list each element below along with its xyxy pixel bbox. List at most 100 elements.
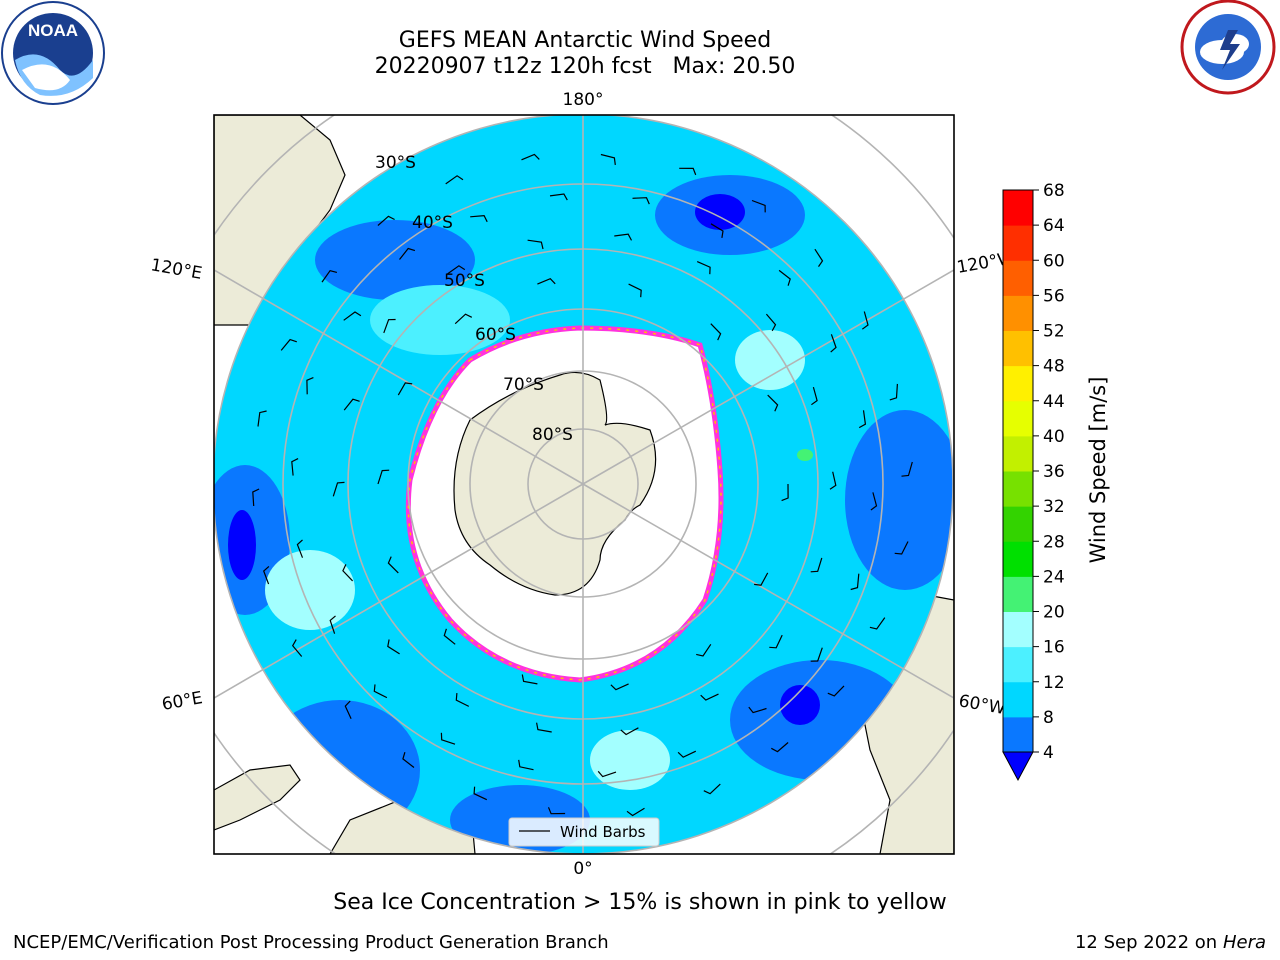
wind-barb (861, 311, 869, 330)
sea-ice-note: Sea Ice Concentration > 15% is shown in … (333, 890, 947, 915)
wind-barb (262, 565, 270, 585)
colorbar-tick-label: 64 (1043, 216, 1065, 236)
wind-barb (614, 233, 633, 241)
wind-barb (306, 377, 314, 395)
wind-barb (343, 398, 360, 411)
wind-barb (827, 685, 845, 697)
wind-band (265, 550, 355, 630)
wind-barb (751, 199, 766, 213)
wind-barb (748, 706, 767, 714)
map-area (214, 115, 954, 854)
wind-barb (537, 277, 556, 285)
wind-barb (889, 383, 898, 401)
colorbar-tick-label: 40 (1043, 427, 1065, 447)
colorbar-tick-label: 12 (1043, 673, 1065, 693)
wind-barb (696, 261, 711, 275)
lat-label-40s: 40°S (412, 213, 453, 233)
lat-label-60s: 60°S (475, 325, 516, 345)
wind-barb (700, 693, 719, 701)
map-frame (213, 114, 955, 855)
wind-barb (332, 481, 345, 497)
wind-max-cell (695, 194, 745, 230)
colorbar-tick-label: 24 (1043, 567, 1065, 587)
wind-barb (518, 759, 534, 771)
colorbar-segment (1003, 330, 1033, 367)
wind-barb (754, 572, 769, 586)
wind-barb (291, 458, 299, 476)
wind-barb (454, 313, 473, 325)
wind-barb (767, 394, 779, 412)
colorbar-segment (1003, 716, 1033, 753)
colorbar-segment (1003, 260, 1033, 296)
colorbar-segment (1003, 506, 1033, 542)
colorbar-tick-label: 20 (1043, 603, 1065, 623)
wind-barb (440, 732, 456, 745)
wind-max-cell (228, 510, 256, 580)
graticule (214, 115, 954, 854)
wind-barb (473, 786, 488, 801)
colorbar-tick-label: 56 (1043, 286, 1065, 306)
wind-barb (549, 193, 568, 201)
wind-barb (257, 410, 267, 427)
wind-barb (620, 727, 639, 736)
colorbar-segment (1003, 681, 1033, 718)
wind-barb (329, 615, 336, 634)
wind-barb (696, 643, 712, 657)
colorbar-tick-label: 28 (1043, 532, 1065, 552)
wind-barb (377, 215, 395, 226)
wind-barb (703, 783, 721, 795)
wind-barb (901, 461, 913, 477)
lon-label-0: 0° (573, 859, 592, 879)
wind-barb (679, 167, 697, 176)
wind-barb (600, 153, 616, 165)
colorbar-segment (1003, 576, 1033, 612)
colorbar-tick-label: 4 (1043, 743, 1054, 763)
wind-barb (814, 248, 824, 267)
wind-barb (810, 557, 823, 573)
colorbar-tick-label: 48 (1043, 357, 1065, 377)
colorbar-segment (1003, 471, 1033, 507)
wind-barb (387, 556, 399, 574)
colorbar-segment (1003, 400, 1033, 437)
colorbar-tick-label: 60 (1043, 251, 1065, 271)
madagascar-land (214, 764, 301, 831)
colorbar-tick-label: 32 (1043, 497, 1065, 517)
wind-barb (521, 153, 540, 161)
footer-date-text: 12 Sep 2022 on (1074, 932, 1218, 953)
wind-barb (280, 338, 297, 351)
lon-label-60e: 60°E (160, 688, 204, 715)
wind-barb (610, 683, 629, 691)
colorbar-tick-label: 52 (1043, 322, 1065, 342)
wind-barb (869, 617, 886, 630)
wind-barb (829, 471, 837, 490)
wind-band (370, 285, 510, 355)
wind-barb (455, 693, 470, 707)
map-legend: Wind Barbs (508, 817, 660, 847)
wind-barb (811, 386, 818, 406)
wind-max-cell (780, 685, 820, 725)
colorbar-extend-arrow (1002, 751, 1034, 782)
wind-barb (252, 488, 260, 507)
wind-barb (597, 770, 617, 778)
wind-band (315, 220, 475, 300)
wind-barb (397, 382, 413, 396)
wind-barb (628, 283, 642, 298)
wind-barb (373, 684, 388, 699)
wind-barb (402, 752, 415, 768)
wind-barb (291, 639, 303, 657)
wind-barb (810, 647, 823, 662)
wind-band (735, 330, 805, 390)
wind-barb (321, 270, 338, 283)
wind-barb (858, 410, 867, 429)
colorbar-segment (1003, 435, 1033, 472)
wind-barb (870, 492, 878, 511)
colorbar-segment (1003, 646, 1033, 683)
wind-barb (399, 247, 416, 260)
map-title: GEFS MEAN Antarctic Wind Speed (398, 28, 772, 53)
wind-barb (470, 214, 488, 223)
lat-label-50s: 50°S (444, 271, 485, 291)
lat-label-80s: 80°S (532, 425, 573, 445)
footer-machine: Hera (1222, 932, 1266, 953)
